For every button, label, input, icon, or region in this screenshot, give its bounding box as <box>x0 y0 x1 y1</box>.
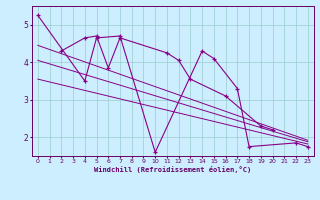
X-axis label: Windchill (Refroidissement éolien,°C): Windchill (Refroidissement éolien,°C) <box>94 166 252 173</box>
